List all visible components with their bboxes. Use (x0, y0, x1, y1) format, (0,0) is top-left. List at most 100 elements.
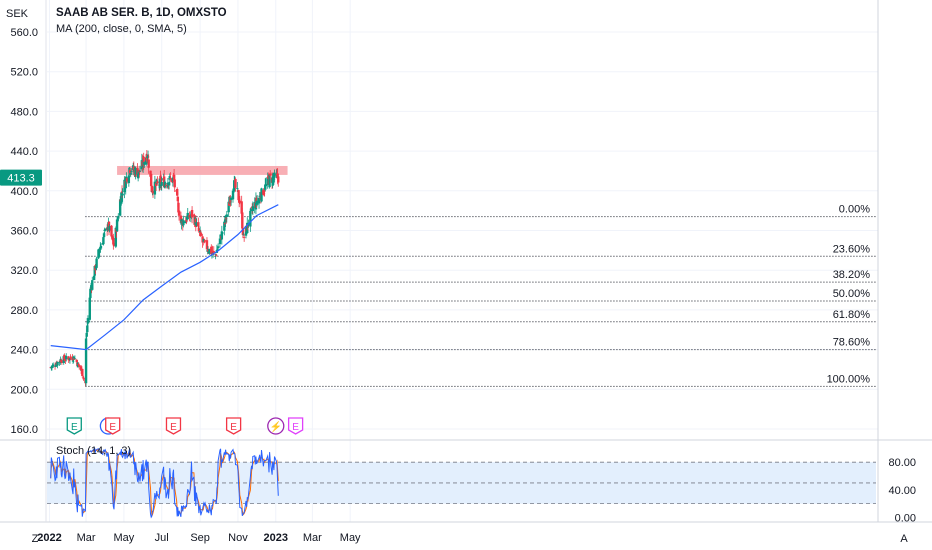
fib-level-label: 78.60% (833, 337, 871, 349)
price-tick-label: 240.0 (10, 345, 38, 357)
event-label: ⚡ (270, 420, 282, 433)
ma-indicator-label[interactable]: MA (200, close, 0, SMA, 5) (56, 23, 187, 35)
candle-body (198, 231, 202, 233)
candle-body (237, 190, 240, 201)
ma-200-line (50, 204, 279, 351)
price-pane[interactable]: 0.00% 23.60% 38.20% 50.00% 61.80% 78.60% 100.0… (49, 150, 876, 435)
candle-body (79, 366, 83, 371)
price-tick-label: 280.0 (10, 305, 38, 317)
candle-body (150, 185, 153, 192)
candle-body (154, 182, 158, 186)
event-label: E (292, 422, 299, 433)
candle-body (266, 177, 269, 186)
current-price-badge (0, 169, 42, 186)
candle-body (159, 175, 162, 180)
auto-scale-a-button[interactable]: A (900, 533, 908, 545)
stoch-indicator-label[interactable]: Stoch (14, 1, 3) (56, 445, 132, 457)
candle-body (73, 358, 77, 360)
candle-body (168, 176, 171, 180)
candle-body (71, 357, 74, 361)
candle-body (81, 376, 85, 378)
candle-body (108, 226, 111, 231)
candle-body (242, 236, 246, 238)
candle-body (86, 325, 89, 333)
time-tick-label: 2023 (264, 532, 288, 544)
candle-body (220, 231, 224, 240)
time-tick-label: Mar (77, 532, 96, 544)
candle-body (60, 360, 63, 362)
earnings-marker (105, 417, 121, 435)
candle-body (216, 246, 220, 249)
candle-body (267, 175, 270, 179)
candle-body (197, 228, 201, 232)
candle-body (242, 234, 245, 236)
candle-body (268, 174, 271, 188)
candle-body (272, 178, 276, 180)
stoch-tick-label: 0.00 (895, 512, 916, 524)
candle-body (246, 222, 249, 234)
candle-body (116, 218, 119, 222)
candle-body (86, 318, 90, 324)
price-tick-label: 560.0 (10, 27, 38, 39)
currency-label: SEK (6, 8, 29, 20)
candle-body (128, 169, 132, 174)
candle-body (173, 179, 176, 188)
price-tick-label: 400.0 (10, 186, 38, 198)
candle-body (205, 240, 209, 250)
candle-body (84, 338, 88, 384)
candle-body (64, 359, 67, 361)
candle-body (262, 190, 265, 195)
candle-body (215, 254, 218, 256)
candle-body (146, 156, 150, 158)
candle-body (110, 235, 114, 237)
candle-body (241, 212, 244, 229)
stoch-pane[interactable] (47, 447, 876, 519)
candle-body (275, 174, 278, 176)
auto-scale-z-button[interactable]: Z (31, 533, 39, 545)
candle-body (164, 183, 167, 184)
candle-body (164, 185, 168, 186)
candle-body (85, 332, 88, 337)
candle-body (223, 223, 227, 224)
price-tick-label: 520.0 (10, 67, 38, 79)
candle-body (153, 181, 157, 195)
candle-body (216, 248, 219, 250)
candle-body (54, 366, 57, 367)
candle-body (51, 365, 54, 368)
fib-level-label: 61.80% (833, 309, 871, 321)
time-tick-label: Nov (228, 532, 248, 544)
fib-level-label: 38.20% (833, 269, 871, 281)
candle-body (102, 233, 106, 238)
earnings-marker (66, 417, 82, 435)
candle-body (249, 210, 252, 227)
time-tick-label: 2022 (37, 532, 61, 544)
candle-body (52, 364, 55, 367)
candle-body (63, 360, 67, 362)
candle-body (149, 170, 152, 177)
candle-body (77, 363, 80, 365)
candle-body (120, 191, 124, 193)
event-label: E (170, 422, 177, 433)
candle-body (190, 209, 194, 218)
candle-body (176, 188, 179, 196)
candle-body (99, 245, 103, 249)
candle-body (277, 176, 280, 183)
candle-body (257, 197, 261, 204)
candle-body (145, 157, 148, 165)
candle-body (110, 225, 113, 237)
candle-body (156, 181, 159, 184)
current-price-label: 413.3 (7, 173, 35, 185)
time-tick-label: Jul (155, 532, 169, 544)
candle-body (208, 248, 211, 254)
event-label: E (71, 422, 78, 433)
candle-body (76, 362, 80, 368)
candle-body (203, 240, 207, 242)
candle-body (103, 229, 106, 231)
candle-body (231, 190, 235, 200)
candle-body (125, 178, 129, 182)
candle-body (102, 237, 105, 245)
candle-body (112, 242, 116, 246)
event-label: E (230, 422, 237, 433)
